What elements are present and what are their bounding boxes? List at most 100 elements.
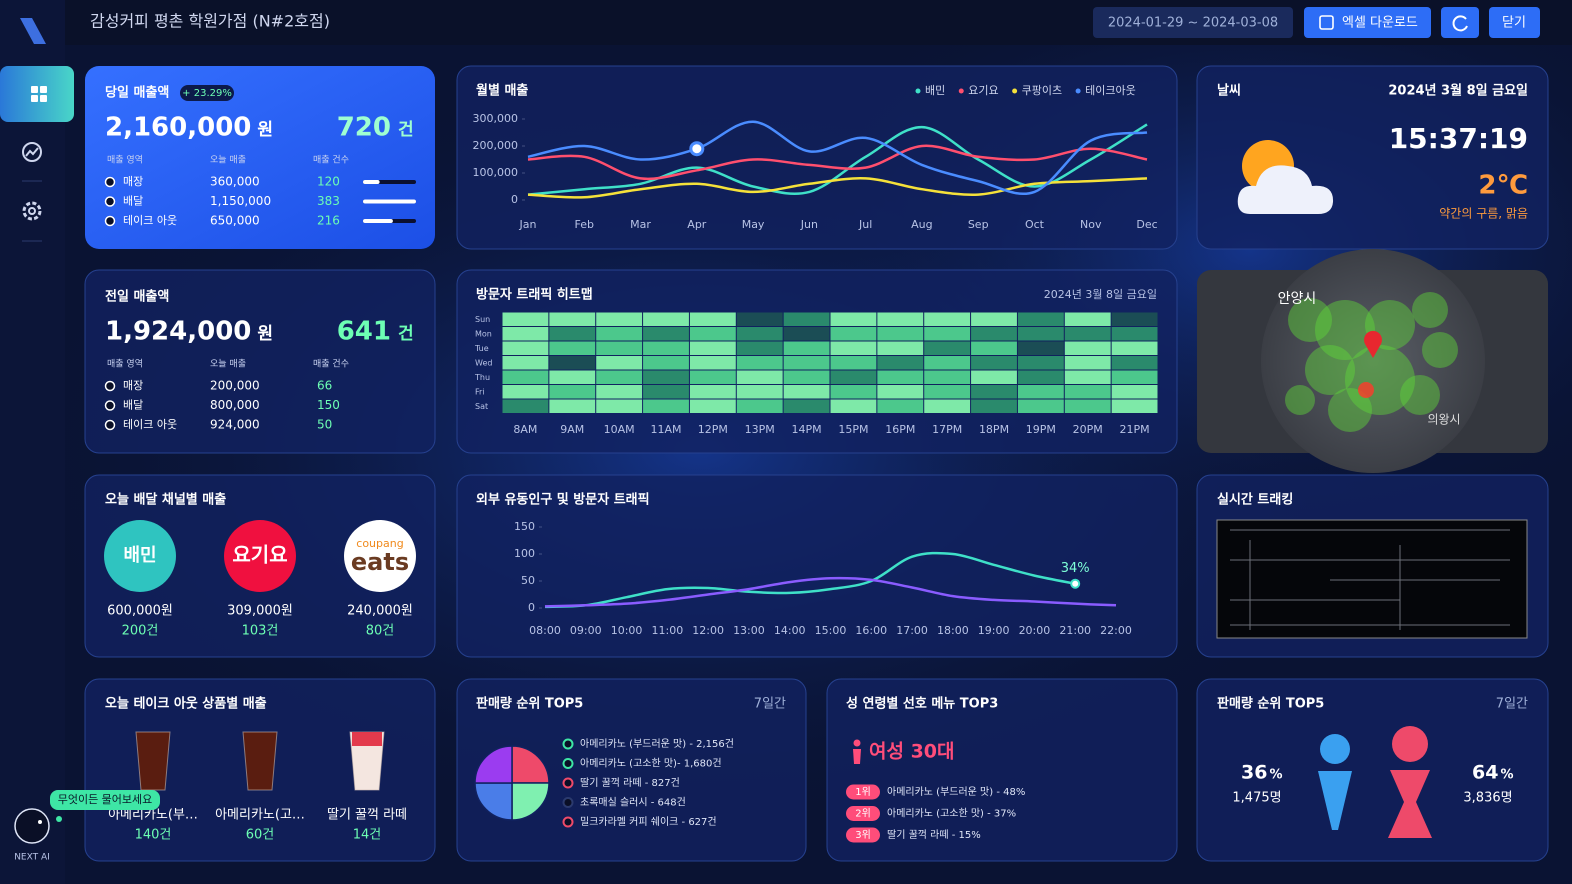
- x-tick-label: 14PM: [792, 423, 822, 436]
- x-tick-label: Jun: [800, 218, 818, 231]
- heat-cell: [877, 341, 924, 355]
- row-label: Fri: [475, 387, 485, 396]
- heat-cell: [830, 356, 877, 370]
- heat-cell: [502, 399, 549, 413]
- person-body: [853, 749, 861, 764]
- annotation: 34%: [1061, 561, 1090, 576]
- channel-logo: [104, 520, 176, 592]
- heat-cell: [502, 312, 549, 326]
- heat-cell: [549, 399, 596, 413]
- heat-cell: [502, 370, 549, 384]
- settings-icon: [28, 207, 36, 215]
- channel-count: 80건: [366, 624, 395, 639]
- heat-cell: [830, 341, 877, 355]
- item-dot: [562, 758, 574, 769]
- heat-cell: [783, 399, 830, 413]
- nav-dashboard[interactable]: [0, 66, 74, 122]
- heat-cell: [1111, 327, 1158, 341]
- heat-cell: [924, 356, 971, 370]
- x-tick-label: 16PM: [885, 423, 915, 436]
- heat-blob: [1412, 292, 1448, 328]
- heat-cell: [736, 356, 783, 370]
- close-button[interactable]: [1489, 7, 1540, 38]
- pie-slice: [511, 745, 550, 784]
- x-tick-label: 10:00: [611, 624, 643, 637]
- refresh-button[interactable]: [1441, 7, 1479, 38]
- heat-cell: [643, 385, 689, 399]
- product-count: 140건: [135, 828, 172, 843]
- heat-blob: [1315, 300, 1375, 360]
- excel-button[interactable]: [1304, 7, 1431, 38]
- analytics-icon: [25, 147, 39, 157]
- row-label: 배달: [123, 195, 143, 208]
- heat-cell: [971, 370, 1017, 384]
- heat-cell: [643, 312, 689, 326]
- row-label: 테이크 아웃: [123, 418, 177, 431]
- close-button-label: 닫기: [1502, 16, 1526, 31]
- card: [826, 678, 1178, 862]
- x-tick-label: 20PM: [1073, 423, 1103, 436]
- heat-cell: [971, 399, 1017, 413]
- bar-fill: [363, 180, 380, 184]
- badge: [180, 85, 234, 101]
- period: 7일간: [1496, 697, 1528, 712]
- amount-unit: 원: [257, 120, 273, 140]
- cloud: [1237, 165, 1334, 214]
- legend-label: 테이크아웃: [1085, 84, 1136, 97]
- heat-cell: [783, 356, 830, 370]
- assistant-avatar[interactable]: [14, 808, 50, 844]
- card-title: 전일 매출액: [105, 289, 169, 305]
- heat-cell: [689, 356, 736, 370]
- row-amount: 650,000: [210, 214, 260, 228]
- nav-settings[interactable]: [22, 201, 42, 221]
- heat-cell: [830, 312, 877, 326]
- assistant-bubble-text: 무엇이든 물어보세요: [58, 793, 153, 806]
- series-line: [544, 551, 1076, 609]
- card: [456, 474, 1178, 658]
- pie-slice: [474, 782, 513, 821]
- y-tick-label: 150: [514, 520, 535, 533]
- date-range-box[interactable]: [1093, 7, 1293, 38]
- x-tick-label: Sep: [968, 218, 989, 231]
- channel-count: 200건: [122, 624, 159, 639]
- chart-title: 방문자 트래픽 히트맵: [476, 287, 593, 303]
- person-head: [853, 739, 861, 747]
- rank-badge: 1위: [855, 785, 871, 798]
- heat-cell: [783, 327, 830, 341]
- content: 감성커피 평촌 학원가점 (N#2호점) 2024-01-29 ~ 2024-03…: [14, 7, 1549, 863]
- pref-item: 아메리카노 (부드러운 맛) - 48%: [887, 786, 1025, 798]
- count-unit: 건: [398, 120, 414, 140]
- heat-cell: [1064, 370, 1111, 384]
- weather-description: 약간의 구름, 맑음: [1439, 206, 1528, 221]
- assistant-bubble[interactable]: [50, 790, 160, 810]
- heat-cell: [502, 385, 549, 399]
- x-tick-label: 21:00: [1059, 624, 1091, 637]
- row-label: Tue: [474, 344, 489, 353]
- row-count: 50: [317, 418, 332, 432]
- chart-title: 월별 매출: [476, 83, 528, 99]
- refresh-icon: [1452, 15, 1468, 32]
- heat-cell: [971, 385, 1017, 399]
- x-tick-label: 17PM: [932, 423, 962, 436]
- legend-dot: [1075, 88, 1081, 94]
- row-dot: [104, 215, 116, 227]
- heat-blob: [1288, 298, 1332, 342]
- rank-pill: [846, 784, 880, 800]
- heat-cell: [643, 356, 689, 370]
- series-line: [527, 120, 1148, 195]
- heat-cell: [596, 327, 643, 341]
- page-title: 감성커피 평촌 학원가점 (N#2호점): [90, 12, 330, 31]
- chart-subtitle: 2024년 3월 8일 금요일: [1044, 287, 1157, 301]
- amount: 2,160,000: [105, 113, 251, 143]
- heat-blob: [1305, 345, 1355, 395]
- x-tick-label: 09:00: [570, 624, 602, 637]
- nav-analytics[interactable]: [22, 142, 42, 162]
- heat-cell: [924, 312, 971, 326]
- heat-cell: [1064, 399, 1111, 413]
- heat-cell: [736, 370, 783, 384]
- channel-amount: 600,000원: [107, 604, 173, 619]
- legend-dot: [1012, 88, 1018, 94]
- heat-cell: [689, 385, 736, 399]
- y-tick-label: 100: [514, 547, 535, 560]
